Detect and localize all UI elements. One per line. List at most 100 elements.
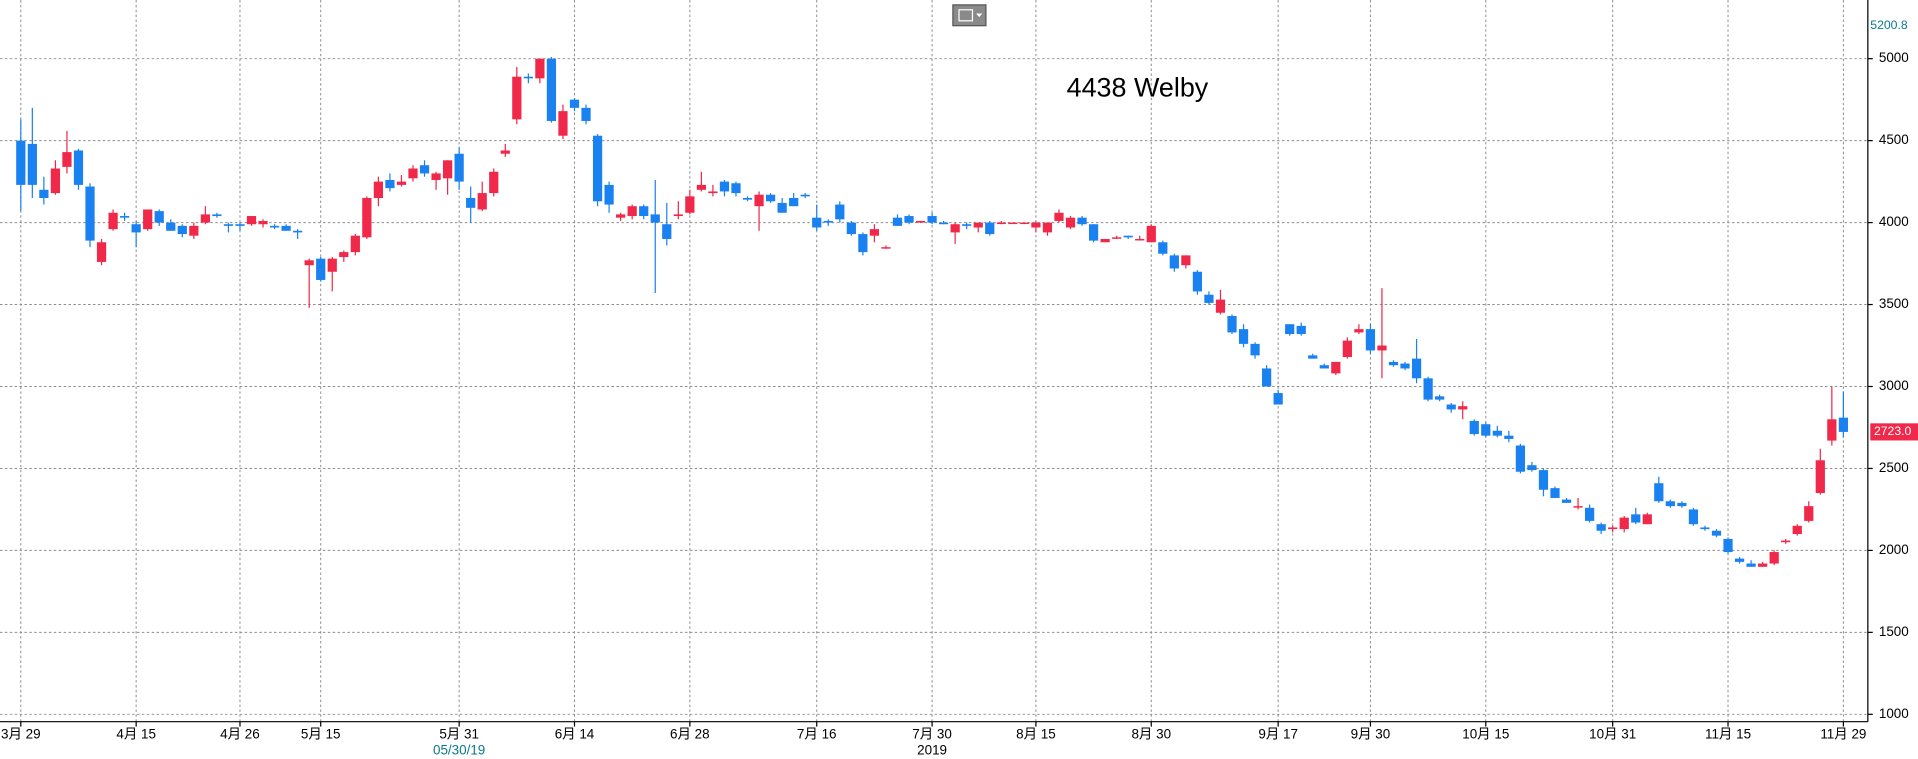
- candle-body: [1631, 514, 1641, 523]
- candle-body: [1008, 222, 1018, 225]
- candle-body: [339, 252, 349, 258]
- x-tick-label: 9月 30: [1351, 727, 1391, 742]
- candle-body: [1146, 225, 1156, 243]
- x-tick-label: 10月 15: [1462, 727, 1509, 742]
- candle-body: [1608, 527, 1618, 530]
- candle-body: [39, 189, 49, 199]
- candle-body: [962, 224, 972, 226]
- candle-body: [362, 198, 372, 238]
- x-tick-label: 4月 15: [116, 727, 156, 742]
- candle-body: [304, 260, 314, 266]
- candle-body: [1215, 299, 1226, 313]
- candle-body: [1250, 343, 1260, 356]
- candle-body: [419, 165, 430, 174]
- candle-body: [869, 229, 880, 236]
- candle-body: [754, 194, 764, 207]
- candle-body: [777, 202, 787, 213]
- candle-body: [154, 211, 164, 223]
- candle-body: [1423, 378, 1433, 400]
- candle-body: [1481, 424, 1491, 436]
- y-tick-label: 5000: [1879, 50, 1909, 65]
- candle-body: [1654, 483, 1664, 502]
- y-tick-label: 4500: [1879, 132, 1909, 147]
- candle-body: [1365, 329, 1376, 351]
- candle-body: [396, 181, 407, 185]
- candle-body: [1458, 406, 1468, 410]
- candle-body: [696, 184, 706, 190]
- candle-body: [1181, 255, 1191, 266]
- candle-body: [1019, 222, 1029, 225]
- candle-body: [915, 220, 926, 223]
- candle-body: [1123, 235, 1133, 238]
- candle-body: [1273, 393, 1283, 405]
- axis-high-label: 5200.8: [1870, 18, 1908, 32]
- candle-body: [616, 214, 626, 218]
- candle-body: [1769, 552, 1779, 564]
- candle-body: [1446, 404, 1456, 410]
- candle-body: [1746, 563, 1756, 567]
- candle-body: [85, 186, 95, 241]
- candle-body: [1573, 506, 1583, 508]
- candle-body: [558, 111, 568, 136]
- y-tick-label: 3000: [1879, 378, 1909, 393]
- candle-body: [546, 58, 557, 121]
- candle-body: [685, 196, 695, 213]
- candle-body: [1665, 501, 1675, 507]
- candle-body: [1781, 540, 1791, 543]
- candle-body: [1308, 355, 1318, 359]
- x-tick-label: 4月 26: [220, 727, 260, 742]
- candle-body: [1319, 365, 1329, 369]
- candle-body: [1619, 517, 1629, 530]
- candle-body: [1584, 507, 1595, 521]
- candle-body: [177, 225, 187, 235]
- candle-body: [50, 168, 61, 194]
- x-tick-label: 11月 15: [1705, 727, 1751, 742]
- candle-body: [1377, 345, 1387, 351]
- candle-body: [835, 204, 845, 220]
- candle-body: [719, 181, 730, 192]
- candle-body: [973, 222, 983, 228]
- candle-body: [166, 222, 176, 231]
- candle-body: [1596, 524, 1606, 531]
- candle-body: [454, 153, 464, 182]
- chart-type-button[interactable]: [952, 4, 987, 27]
- candle-body: [1342, 340, 1352, 357]
- candle-body: [731, 183, 741, 194]
- candle-body: [223, 224, 234, 226]
- candle-body: [431, 173, 441, 180]
- candle-body: [1112, 237, 1122, 239]
- candle-body: [1792, 525, 1802, 535]
- candle-body: [477, 193, 487, 210]
- chart-title: 4438 Welby: [1067, 72, 1209, 102]
- candle-body: [639, 206, 649, 217]
- candle-body: [927, 216, 937, 223]
- candle-body: [373, 181, 384, 199]
- x-sub-label: 2019: [917, 743, 947, 758]
- candle-body: [592, 135, 603, 202]
- candle-body: [1469, 420, 1479, 435]
- candle-body: [316, 258, 326, 280]
- candle-body: [327, 258, 337, 272]
- last-price-box: [1870, 423, 1918, 441]
- candle-body: [200, 214, 210, 223]
- x-tick-label: 3月 29: [1, 727, 41, 742]
- candle-body: [62, 152, 72, 167]
- last-price-label: 2723.0: [1874, 424, 1912, 438]
- candle-body: [742, 198, 753, 200]
- candle-body: [1677, 502, 1687, 507]
- candle-body: [1504, 435, 1514, 439]
- candle-body: [246, 216, 257, 225]
- candle-body: [258, 220, 268, 225]
- x-tick-label: 9月 17: [1258, 727, 1298, 742]
- candle-body: [627, 206, 637, 217]
- candle-body: [350, 235, 360, 253]
- candle-body: [1065, 217, 1076, 228]
- candle-body: [1296, 325, 1306, 335]
- x-tick-label: 10月 31: [1589, 727, 1636, 742]
- x-tick-label: 6月 28: [670, 727, 710, 742]
- x-tick-label: 5月 15: [301, 727, 341, 742]
- candle-body: [569, 99, 580, 108]
- candle-body: [823, 220, 833, 223]
